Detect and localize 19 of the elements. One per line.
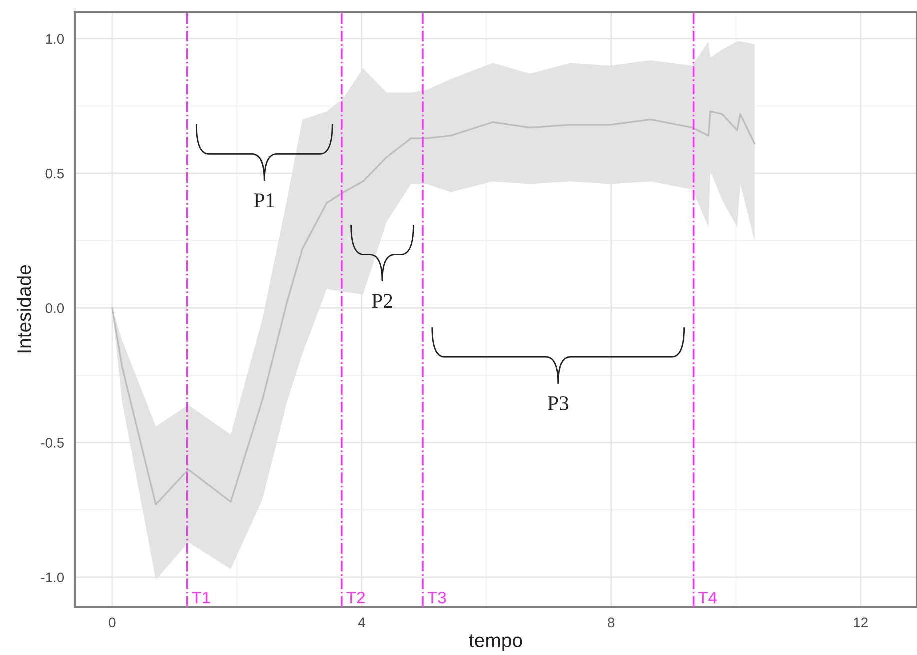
ref-line-label: T2 xyxy=(346,592,365,604)
ref-line-label: T1 xyxy=(192,592,210,604)
y-tick-label: 1.0 xyxy=(46,34,64,44)
x-axis-title: tempo xyxy=(469,634,522,652)
x-tick-label: 8 xyxy=(608,618,615,628)
y-tick-label: 0.5 xyxy=(46,168,64,179)
x-tick-label: 0 xyxy=(109,618,116,628)
ref-line-label: T4 xyxy=(698,592,718,604)
y-tick-label: -0.5 xyxy=(41,438,64,448)
y-tick-label: 0.0 xyxy=(46,303,64,314)
line-series xyxy=(112,110,756,506)
y-tick-label: -1.0 xyxy=(41,572,64,583)
annotation: P2 xyxy=(372,294,392,308)
annotation: P1 xyxy=(254,194,274,208)
y-axis-title: Intesidade xyxy=(16,265,32,353)
ref-line-label: T3 xyxy=(428,592,446,604)
annotation: P3 xyxy=(548,396,569,411)
x-tick-label: 4 xyxy=(358,618,366,628)
x-tick-label: 12 xyxy=(854,618,868,628)
